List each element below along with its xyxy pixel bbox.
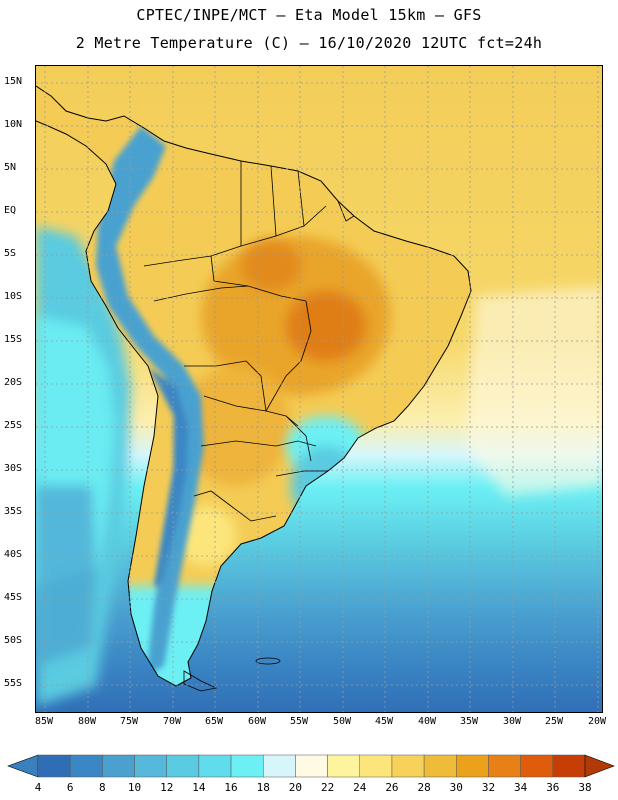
lat-label: 10N — [4, 119, 23, 130]
lon-label: 80W — [77, 716, 97, 727]
colorbar-tick-label: 14 — [192, 781, 206, 794]
colorbar-tick-label: 18 — [256, 781, 270, 794]
colorbar-under-arrow — [7, 754, 39, 778]
lon-label: 25W — [544, 716, 564, 727]
colorbar-tick-label: 6 — [66, 781, 74, 794]
lat-label: 50S — [4, 635, 23, 646]
lon-label: 40W — [417, 716, 437, 727]
map-canvas — [36, 66, 602, 712]
colorbar-swatch — [391, 754, 425, 778]
falkland-islands — [255, 657, 281, 665]
colorbar-swatch — [488, 754, 521, 778]
graticule — [36, 66, 602, 712]
tierra-del-fuego — [183, 670, 218, 692]
colorbar-tick-label: 30 — [449, 781, 463, 794]
lat-label: 5S — [4, 248, 17, 259]
colorbar-swatch — [134, 754, 167, 778]
colorbar — [7, 754, 615, 778]
colorbar-tick-label: 12 — [160, 781, 174, 794]
colorbar-swatch — [295, 754, 328, 778]
colorbar-swatch — [423, 754, 457, 778]
colorbar-swatch — [520, 754, 554, 778]
lat-label: 5N — [4, 162, 17, 173]
colorbar-swatch — [230, 754, 264, 778]
lat-label: 15N — [4, 76, 23, 87]
lat-label: 20S — [4, 377, 23, 388]
lon-label: 70W — [162, 716, 182, 727]
lat-label: 40S — [4, 549, 23, 560]
lat-label: 35S — [4, 506, 23, 517]
lon-label: 75W — [119, 716, 139, 727]
chart-title: CPTEC/INPE/MCT – Eta Model 15km – GFS — [136, 6, 482, 24]
colorbar-swatch — [456, 754, 489, 778]
lon-label: 55W — [289, 716, 309, 727]
lon-label: 50W — [332, 716, 352, 727]
lat-label: 10S — [4, 291, 23, 302]
lon-label: 30W — [502, 716, 522, 727]
chart-subtitle: 2 Metre Temperature (C) – 16/10/2020 12U… — [75, 34, 543, 52]
temperature-map — [35, 65, 603, 713]
lat-label: 45S — [4, 592, 23, 603]
colorbar-swatch — [262, 754, 296, 778]
colorbar-swatch — [198, 754, 232, 778]
colorbar-tick-label: 8 — [99, 781, 106, 794]
colorbar-tick-label: 22 — [320, 781, 335, 794]
lat-label: 55S — [4, 678, 23, 689]
lat-label: EQ — [4, 205, 17, 216]
colorbar-swatch — [552, 754, 586, 778]
lat-label: 25S — [4, 420, 23, 431]
colorbar-tick-label: 20 — [288, 781, 303, 794]
colorbar-swatch — [102, 754, 135, 778]
lat-label: 30S — [4, 463, 23, 474]
colorbar-swatch — [327, 754, 361, 778]
lon-label: 85W — [34, 716, 54, 727]
colorbar-tick-label: 32 — [481, 781, 496, 794]
colorbar-tick-label: 24 — [353, 781, 367, 794]
colorbar-swatch — [69, 754, 103, 778]
lat-label: 15S — [4, 334, 23, 345]
colorbar-tick-label: 16 — [224, 781, 238, 794]
lon-label: 35W — [459, 716, 479, 727]
atlantic-warm-region — [466, 286, 602, 496]
lon-label: 20W — [587, 716, 607, 727]
lon-label: 60W — [247, 716, 267, 727]
colorbar-tick-label: 28 — [417, 781, 431, 794]
colorbar-tick-label: 36 — [546, 781, 560, 794]
colorbar-tick-label: 34 — [514, 781, 528, 794]
colorbar-tick-label: 4 — [34, 781, 42, 794]
colorbar-swatches — [7, 754, 615, 778]
colorbar-swatch — [359, 754, 393, 778]
colorbar-swatch — [37, 754, 71, 778]
lon-label: 45W — [374, 716, 394, 727]
pacific-south-region — [36, 486, 96, 666]
colorbar-over-arrow — [584, 754, 615, 778]
colorbar-tick-label: 10 — [127, 781, 142, 794]
colorbar-tick-label: 26 — [385, 781, 399, 794]
colorbar-swatch — [166, 754, 200, 778]
colorbar-tick-label: 38 — [578, 781, 592, 794]
lon-label: 65W — [204, 716, 224, 727]
country-borders — [143, 161, 355, 522]
